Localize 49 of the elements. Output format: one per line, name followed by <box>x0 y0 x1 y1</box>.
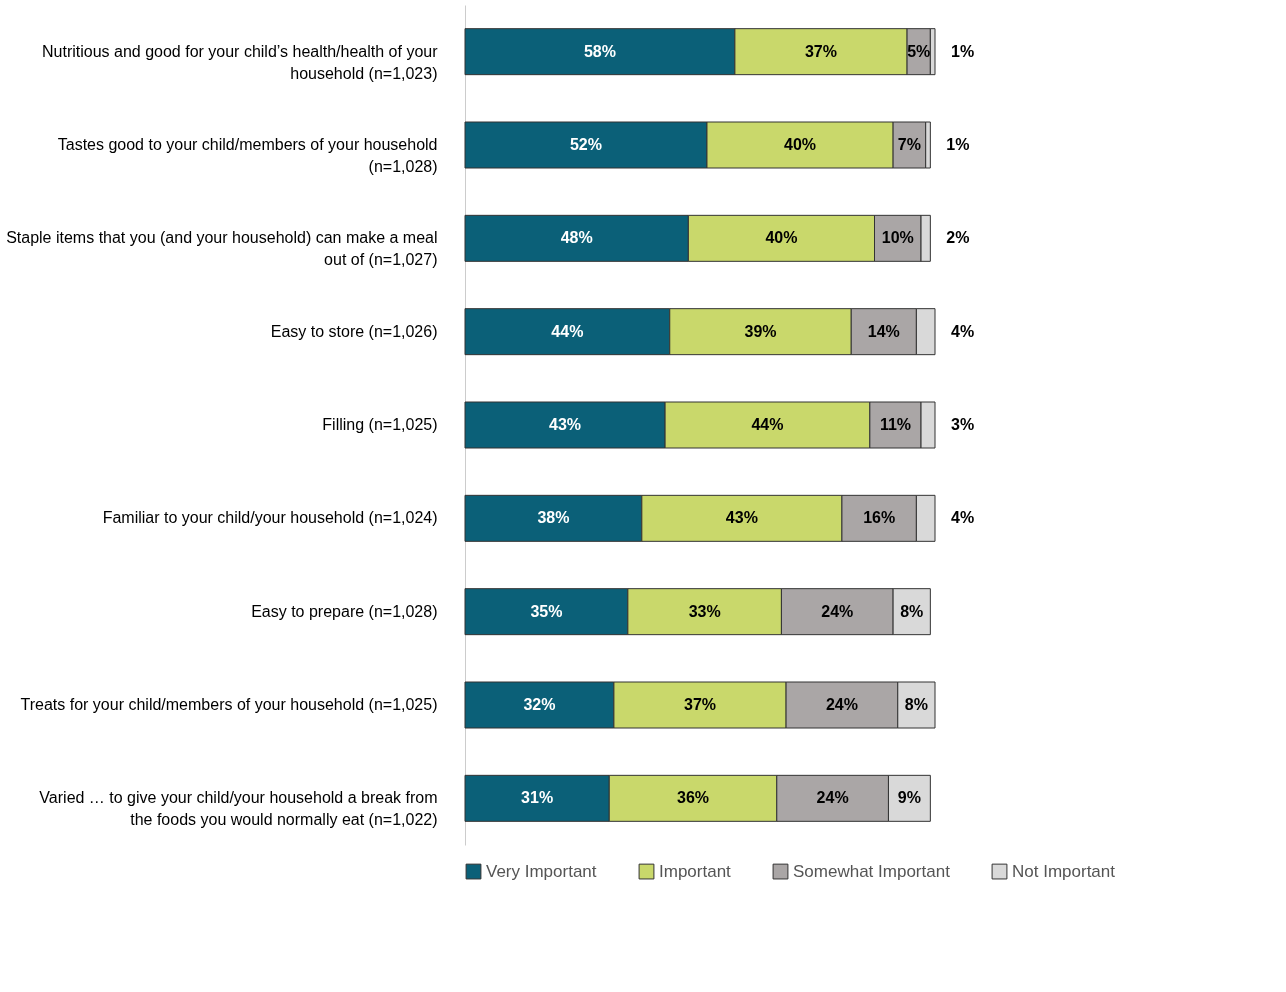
data-label: 16% <box>863 509 896 527</box>
data-label: 37% <box>804 42 838 60</box>
data-label: 4% <box>951 509 975 527</box>
data-label: 24% <box>816 789 849 807</box>
data-label: 1% <box>951 42 975 60</box>
data-label: 43% <box>725 509 758 527</box>
data-label: 2% <box>946 229 970 247</box>
data-label: 37% <box>683 696 717 713</box>
y-tick-label: Nutritious and good for your child’s health/health of your household (n=1,023) <box>42 42 439 82</box>
data-label: 31% <box>521 789 554 807</box>
legend-label: Very Important <box>486 861 597 881</box>
y-tick-label: Varied … to give your child/your household a break from the foods you would normally eat (n=1,022) <box>39 789 438 829</box>
data-label: 14% <box>867 322 900 340</box>
data-label: 8% <box>900 602 924 620</box>
data-label: 5% <box>907 42 931 60</box>
data-label: 9% <box>897 789 921 807</box>
data-label: 40% <box>784 136 817 153</box>
y-tick-label: Tastes good to your child/members of your household (n=1,028) <box>57 136 438 175</box>
data-label: 35% <box>530 602 563 620</box>
y-tick-label: Staple items that you (and your household) can make a meal out of (n=1,027) <box>6 229 438 269</box>
data-label: 58% <box>583 42 616 60</box>
data-label: 43% <box>549 416 582 433</box>
data-label: 33% <box>688 602 721 620</box>
y-tick-label: Filling (n=1,025) <box>322 416 438 433</box>
data-label: 11% <box>879 416 912 433</box>
data-label: 8% <box>904 696 928 713</box>
y-tick-label: Easy to store (n=1,026) <box>270 322 438 340</box>
legend-label: Somewhat Important <box>793 861 951 881</box>
y-tick-label: Treats for your child/members of your household (n=1,025) <box>20 696 438 713</box>
data-label: 7% <box>897 136 921 153</box>
data-label: 44% <box>751 416 784 433</box>
data-label: 39% <box>744 322 777 340</box>
data-label: 44% <box>551 322 584 340</box>
data-label: 3% <box>951 416 975 433</box>
data-label: 52% <box>569 136 603 153</box>
data-label: 36% <box>677 789 710 807</box>
data-label: 38% <box>537 509 570 527</box>
data-label: 10% <box>881 229 914 247</box>
data-label: 40% <box>765 229 798 247</box>
y-tick-label: Familiar to your child/your household (n=1,024) <box>102 509 438 527</box>
data-label: 1% <box>946 136 970 153</box>
data-label: 32% <box>523 696 556 713</box>
data-label: 24% <box>825 696 858 713</box>
legend-label: Not Important <box>1012 861 1116 881</box>
data-label: 48% <box>560 229 593 247</box>
data-label: 24% <box>821 602 854 620</box>
data-label: 4% <box>951 322 975 340</box>
y-tick-label: Easy to prepare (n=1,028) <box>251 602 438 620</box>
legend-label: Important <box>659 861 732 881</box>
